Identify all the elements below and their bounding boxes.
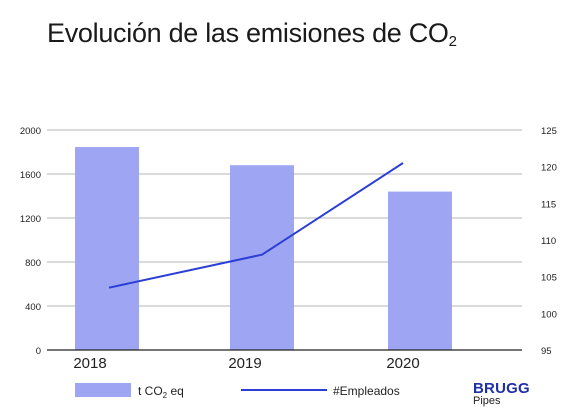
brand-name: BRUGG (473, 380, 530, 397)
y-right-tick-label: 100 (541, 309, 557, 320)
y-left-tick-label: 1200 (20, 214, 41, 225)
y-right-tick-label: 120 (541, 163, 557, 174)
y-right-tick-label: 95 (541, 346, 552, 357)
bar (388, 191, 452, 350)
chart-title: Evolución de las emisiones de CO2 (47, 18, 457, 50)
y-right-tick-label: 110 (541, 236, 556, 247)
bar (230, 165, 294, 350)
y-right-tick-label: 115 (541, 199, 556, 210)
y-left-tick-label: 800 (25, 258, 41, 269)
brand-sub: Pipes (473, 395, 501, 407)
legend-label-line: #Empleados (333, 384, 400, 398)
chart-title-subscript: 2 (448, 33, 457, 50)
bar (75, 147, 139, 350)
x-tick-label: 2018 (73, 355, 106, 372)
brand-logo: BRUGG Pipes (473, 381, 530, 407)
y-left-tick-label: 2000 (20, 126, 41, 137)
y-right-tick-label: 105 (541, 273, 557, 284)
legend-swatch-bars (75, 383, 131, 397)
x-tick-label: 2019 (228, 355, 261, 372)
legend-label-bars: t CO2 eq (138, 384, 184, 400)
y-left-tick-label: 1600 (20, 170, 41, 181)
y-left-tick-label: 0 (36, 346, 41, 357)
y-left-tick-label: 400 (25, 302, 41, 313)
y-right-tick-label: 125 (541, 126, 557, 137)
x-tick-label: 2020 (386, 355, 419, 372)
